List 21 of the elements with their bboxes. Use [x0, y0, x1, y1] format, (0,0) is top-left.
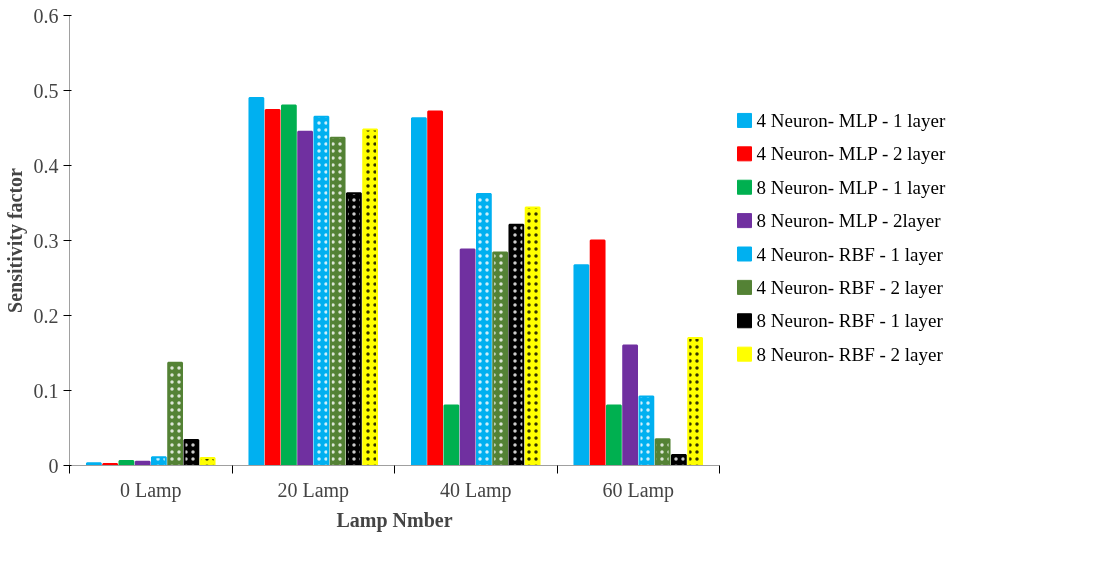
legend-label: 8 Neuron- MLP - 1 layer	[756, 176, 946, 198]
x-tick-label: 0 Lamp	[119, 478, 182, 502]
x-tick-label: 40 Lamp	[439, 478, 512, 502]
legend-label: 4 Neuron- MLP - 2 layer	[756, 143, 946, 165]
y-tick-label: 0.2	[33, 304, 59, 327]
y-tick-label: 0.6	[33, 4, 59, 27]
y-tick-label: 0.1	[33, 379, 59, 402]
x-tick-label: 60 Lamp	[602, 478, 675, 502]
y-tick-label: 0.5	[33, 79, 59, 102]
legend-label: 8 Neuron- RBF - 2 layer	[756, 343, 944, 365]
legend-label: 4 Neuron- MLP - 1 layer	[756, 109, 946, 131]
legend-label: 4 Neuron- RBF - 1 layer	[756, 243, 944, 265]
y-tick-label: 0	[48, 454, 59, 477]
legend-label: 8 Neuron- RBF - 1 layer	[756, 310, 944, 332]
legend-label: 8 Neuron- MLP - 2layer	[756, 210, 942, 232]
y-axis-title: Sensitivity factor	[3, 167, 27, 313]
x-axis-title: Lamp Nmber	[336, 508, 453, 532]
y-tick-label: 0.4	[33, 154, 59, 177]
legend-label: 4 Neuron- RBF - 2 layer	[756, 276, 944, 298]
x-tick-label: 20 Lamp	[277, 478, 350, 502]
y-tick-label: 0.3	[33, 229, 59, 252]
